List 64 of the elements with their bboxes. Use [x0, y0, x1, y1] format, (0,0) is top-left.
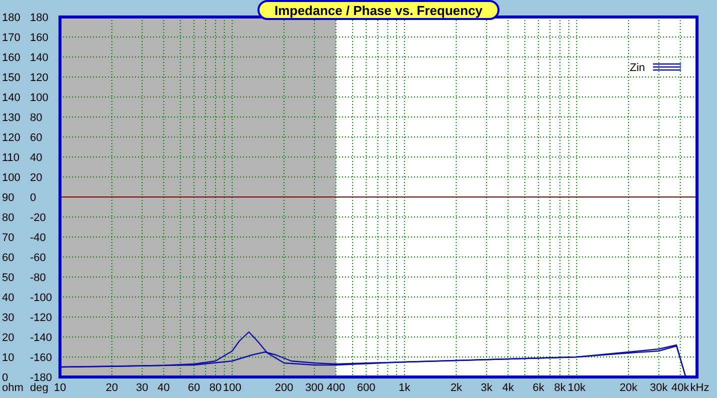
- y2-tick-label: -120: [30, 312, 52, 324]
- x-tick-label: 100: [223, 382, 242, 394]
- y-tick-label: 0: [2, 372, 8, 384]
- x-tick-label: 20k: [620, 382, 638, 394]
- y2-tick-label: -140: [30, 332, 52, 344]
- y2-tick-label: 20: [30, 172, 42, 184]
- y-tick-label: 60: [2, 252, 14, 264]
- y2-tick-label: 160: [30, 32, 48, 44]
- chart-title: Impedance / Phase vs. Frequency: [274, 3, 484, 18]
- y2-tick-label: -80: [30, 272, 46, 284]
- x-tick-label: 400: [326, 382, 346, 394]
- y-tick-label: 140: [2, 92, 20, 104]
- y-tick-label: 100: [2, 172, 20, 184]
- x-tick-label: 80: [209, 382, 222, 394]
- x-tick-label: 6k: [532, 382, 545, 394]
- y-axis-title: ohm: [2, 382, 24, 394]
- x-tick-label: 600: [357, 382, 376, 394]
- x-tick-label: 2k: [450, 382, 463, 394]
- y-tick-label: 30: [2, 312, 14, 324]
- x-tick-label: 8k: [554, 382, 566, 394]
- y2-tick-label: 100: [30, 92, 48, 104]
- y2-tick-label: 120: [30, 72, 48, 84]
- x-tick-label: 30k: [650, 382, 668, 394]
- y-tick-label: 130: [2, 112, 20, 124]
- y2-tick-label: -40: [30, 232, 46, 244]
- y2-tick-label: 140: [30, 52, 48, 64]
- x-tick-label: 10k: [568, 382, 586, 394]
- y-tick-label: 150: [2, 72, 20, 84]
- x-tick-label: 40: [158, 382, 170, 394]
- x-tick-label: 60: [188, 382, 200, 394]
- y2-tick-label: 0: [30, 192, 36, 204]
- x-tick-label: 4k: [502, 382, 514, 394]
- y-tick-label: 170: [2, 32, 20, 44]
- x-tick-label: 300: [305, 382, 324, 394]
- y2-tick-label: -180: [30, 372, 52, 384]
- y2-tick-label: 80: [30, 112, 42, 124]
- x-tick-label: 1k: [398, 382, 411, 394]
- y2-tick-label: 40: [30, 152, 42, 164]
- y2-tick-label: -60: [30, 252, 46, 264]
- y2-tick-label: -100: [30, 292, 52, 304]
- y-tick-label: 70: [2, 232, 14, 244]
- legend-label: Zin: [630, 62, 645, 74]
- x-tick-label: 20: [106, 382, 118, 394]
- y-tick-label: 40: [2, 292, 14, 304]
- y2-tick-label: 180: [30, 12, 48, 24]
- x-tick-label: 3k: [480, 382, 493, 394]
- x-tick-label: 200: [274, 382, 294, 394]
- y-tick-label: 80: [2, 212, 14, 224]
- y2-axis-title: deg: [30, 382, 48, 394]
- y-tick-label: 120: [2, 132, 20, 144]
- y-tick-label: 20: [2, 332, 14, 344]
- x-tick-label: 10: [54, 382, 66, 394]
- y-tick-label: 180: [2, 12, 20, 24]
- y-tick-label: 160: [2, 52, 20, 64]
- x-tick-label: 40k: [671, 382, 690, 394]
- y-tick-label: 90: [2, 192, 14, 204]
- x-axis-title: kHz: [690, 382, 710, 394]
- y-tick-label: 110: [2, 152, 20, 164]
- y-tick-label: 10: [2, 352, 14, 364]
- y2-tick-label: 60: [30, 132, 42, 144]
- x-tick-label: 30: [136, 382, 148, 394]
- y2-tick-label: -20: [30, 212, 46, 224]
- y-tick-label: 50: [2, 272, 14, 284]
- y2-tick-label: -160: [30, 352, 52, 364]
